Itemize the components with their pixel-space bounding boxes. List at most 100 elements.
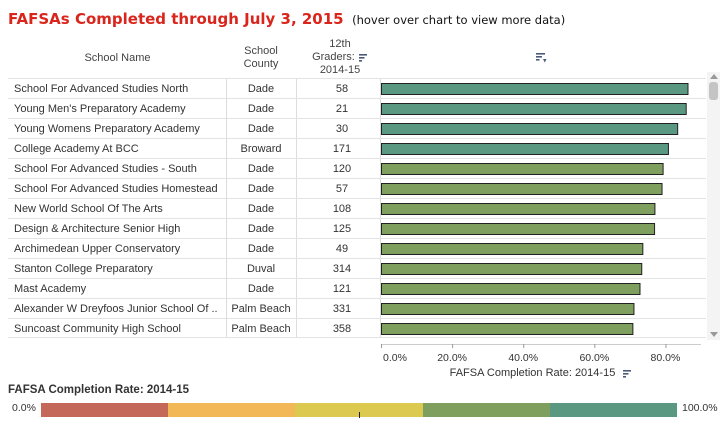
legend-marker [359,412,360,418]
legend-color-band [549,403,678,417]
x-axis-tick-label: 0.0% [383,352,407,364]
bar-cell[interactable] [381,79,701,99]
completion-bar[interactable] [381,83,689,95]
sort-icon[interactable] [358,53,368,62]
county-cell: Dade [247,83,275,95]
completion-bar[interactable] [381,283,641,295]
x-axis-tick-label: 40.0% [508,352,538,364]
bar-cell[interactable] [381,139,701,159]
graders-cell: 331 [332,303,352,315]
graders-cell: 120 [332,163,352,175]
school-name-cell: School For Advanced Studies - South [14,163,197,175]
graders-cell: 57 [335,183,349,195]
x-axis-tick-label: 20.0% [437,352,467,364]
table-row[interactable]: Archimedean Upper Conservatory Dade 49 [8,238,706,258]
x-axis: 0.0% 20.0% 40.0% 60.0% 80.0% [381,344,701,364]
bar-cell[interactable] [381,179,701,199]
completion-bar[interactable] [381,183,663,195]
column-header-county-line2: County [243,58,279,70]
x-axis-title-text: FAFSA Completion Rate: 2014-15 [449,367,616,379]
graders-cell: 58 [335,83,349,95]
completion-bar[interactable] [381,223,656,235]
county-cell: Dade [247,183,275,195]
school-name-cell: Young Men's Preparatory Academy [14,103,186,115]
bar-cell[interactable] [381,319,701,339]
bar-cell[interactable] [381,299,701,319]
x-axis-tick-label: 60.0% [579,352,609,364]
bar-cell[interactable] [381,219,701,239]
table-row[interactable]: Suncoast Community High School Palm Beach… [8,318,706,338]
legend-max-label: 100.0% [682,402,718,414]
scroll-thumb[interactable] [709,82,718,100]
legend-color-band [295,403,423,417]
table-row[interactable]: New World School Of The Arts Dade 108 [8,198,706,218]
bar-cell[interactable] [381,199,701,219]
x-axis-title: FAFSA Completion Rate: 2014-15 [381,367,701,379]
completion-bar[interactable] [381,263,643,275]
page-subtitle: (hover over chart to view more data) [352,13,566,27]
color-legend[interactable] [41,403,678,417]
axis-sort-icon[interactable] [622,369,632,378]
graders-cell: 171 [332,143,352,155]
county-cell: Palm Beach [231,303,291,315]
completion-bar[interactable] [381,323,634,335]
bar-cell[interactable] [381,259,701,279]
school-name-cell: Design & Architecture Senior High [14,223,181,235]
county-cell: Palm Beach [231,323,291,335]
schools-table: School For Advanced Studies North Dade 58 Y… [8,78,706,338]
chart-sort-icon[interactable] [536,52,547,64]
column-header-school-name[interactable]: School Name [10,52,225,65]
table-row[interactable]: Young Men's Preparatory Academy Dade 21 [8,98,706,118]
table-row[interactable]: Alexander W Dreyfoos Junior School Of ..… [8,298,706,318]
table-row[interactable]: Mast Academy Dade 121 [8,278,706,298]
school-name-cell: School For Advanced Studies Homestead [14,183,218,195]
column-header-graders-line2: Graders: [300,51,380,64]
column-header-county[interactable]: School County [226,45,296,71]
bar-cell[interactable] [381,239,701,259]
legend-color-band [41,403,169,417]
column-header-graders[interactable]: 12th Graders: 2014-15 [300,38,380,77]
column-divider [296,78,297,338]
scroll-up-arrow-icon[interactable] [709,74,718,79]
graders-cell: 314 [332,263,352,275]
graders-cell: 358 [332,323,352,335]
bar-cell[interactable] [381,159,701,179]
completion-bar[interactable] [381,243,644,255]
school-name-cell: College Academy At BCC [14,143,139,155]
page-title: FAFSAs Completed through July 3, 2015 [8,10,344,28]
table-row[interactable]: School For Advanced Studies Homestead Dad… [8,178,706,198]
school-name-cell: Alexander W Dreyfoos Junior School Of .. [14,303,218,315]
completion-bar[interactable] [381,303,635,315]
legend-color-band [168,403,296,417]
table-row[interactable]: Design & Architecture Senior High Dade 125 [8,218,706,238]
column-header-graders-line1: 12th [329,38,351,50]
vertical-scrollbar[interactable] [707,72,720,340]
bar-cell[interactable] [381,119,701,139]
completion-bar[interactable] [381,143,669,155]
county-cell: Dade [247,283,275,295]
county-cell: Dade [247,103,275,115]
completion-bar[interactable] [381,203,656,215]
school-name-cell: Stanton College Preparatory [14,263,153,275]
legend-color-band [422,403,550,417]
completion-bar[interactable] [381,123,679,135]
county-cell: Dade [247,203,275,215]
bar-cell[interactable] [381,99,701,119]
column-header-county-line1: School [244,45,278,57]
scroll-down-arrow-icon[interactable] [709,332,718,337]
table-row[interactable]: School For Advanced Studies - South Dade 1… [8,158,706,178]
county-cell: Dade [247,123,275,135]
legend-min-label: 0.0% [12,402,36,414]
school-name-cell: New World School Of The Arts [14,203,163,215]
graders-cell: 30 [335,123,349,135]
graders-cell: 121 [332,283,352,295]
school-name-cell: Young Womens Preparatory Academy [14,123,200,135]
county-cell: Dade [247,223,275,235]
table-row[interactable]: College Academy At BCC Broward 171 [8,138,706,158]
completion-bar[interactable] [381,163,664,175]
table-row[interactable]: Young Womens Preparatory Academy Dade 30 [8,118,706,138]
completion-bar[interactable] [381,103,687,115]
table-row[interactable]: Stanton College Preparatory Duval 314 [8,258,706,278]
bar-cell[interactable] [381,279,701,299]
table-row[interactable]: School For Advanced Studies North Dade 58 [8,78,706,98]
